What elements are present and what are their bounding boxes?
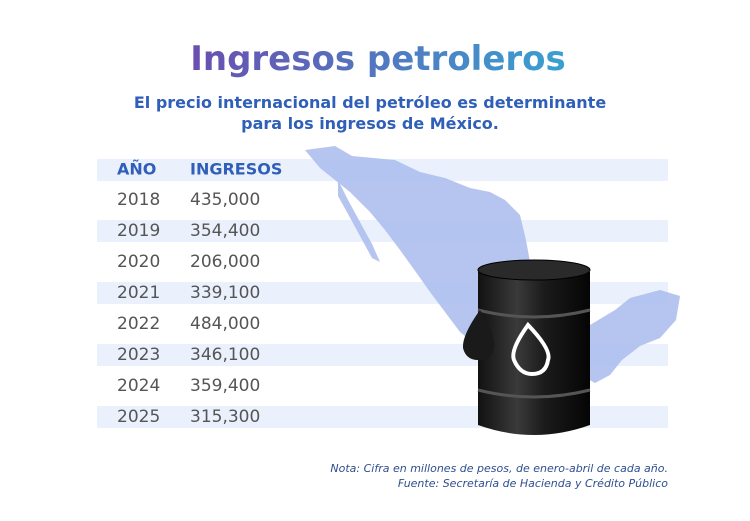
revenue: 354,400: [190, 221, 260, 241]
subtitle: para los ingresos de México.: [241, 114, 499, 133]
year: 2018: [117, 190, 160, 210]
revenue: 359,400: [190, 376, 260, 396]
revenue: 339,100: [190, 283, 260, 303]
revenue: 435,000: [190, 190, 260, 210]
column-header: AÑO: [117, 160, 156, 179]
revenue: 346,100: [190, 345, 260, 365]
title: Ingresos petroleros: [190, 39, 566, 79]
year: 2022: [117, 314, 160, 334]
revenue: 206,000: [190, 252, 260, 272]
revenue: 484,000: [190, 314, 260, 334]
row-band: [97, 220, 668, 242]
year: 2019: [117, 221, 160, 241]
note: Nota: Cifra en millones de pesos, de ene…: [330, 462, 668, 475]
year: 2024: [117, 376, 160, 396]
year: 2025: [117, 407, 160, 427]
barrel: [462, 259, 591, 435]
revenue: 315,300: [190, 407, 260, 427]
source: Fuente: Secretaría de Hacienda y Crédito…: [398, 477, 668, 490]
table-rows: 2018 435,000 2019 354,400 2020 206,000 2021 339…: [117, 190, 260, 427]
year: 2023: [117, 345, 160, 365]
year: 2020: [117, 252, 160, 272]
year: 2021: [117, 283, 160, 303]
subtitle: El precio internacional del petróleo es …: [134, 93, 606, 112]
column-header: INGRESOS: [190, 160, 282, 179]
